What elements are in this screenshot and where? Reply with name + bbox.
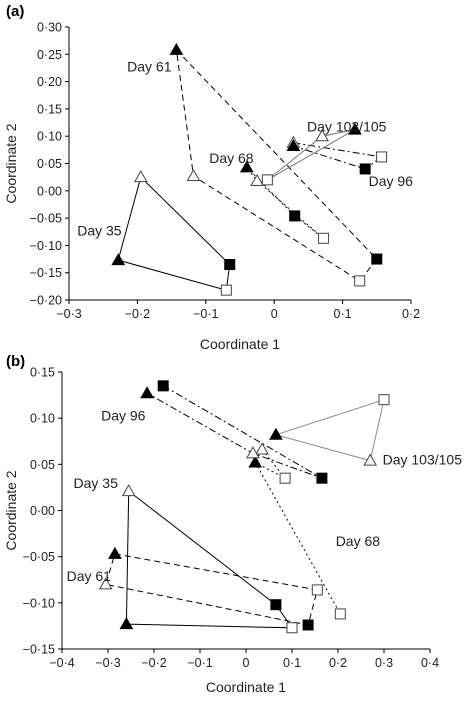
panel-a-series-line (117, 176, 231, 291)
panel-b-point-square-filled (302, 619, 314, 631)
panel-b-x-tick-label: −0·3 (95, 656, 120, 670)
panel-b-x-axis-label: Coordinate 1 (206, 679, 286, 695)
panel-a-point-square-open (220, 284, 232, 296)
panel-b-point-square-filled (316, 472, 328, 484)
panel-b-point-square-open (378, 394, 390, 406)
panel-b-point-triangle-open (121, 484, 136, 497)
panel-a-series-line (267, 129, 356, 181)
panel-b-point-square-open (286, 622, 298, 634)
panel-b-point-triangle-filled (269, 427, 283, 440)
panel-b-series-line (146, 385, 323, 479)
panel-b-point-triangle-open (246, 446, 260, 459)
panel-b-x-tick-label: −0·4 (49, 656, 74, 670)
panel-a-label: (a) (6, 3, 24, 20)
panel-b-point-triangle-filled (248, 455, 263, 468)
panel-b-point-triangle-open (98, 577, 113, 590)
panel-b-point-triangle-open (255, 442, 269, 455)
panel-b-y-tick-label: 0·00 (30, 504, 55, 518)
panel-a-y-tick-label: 0·15 (37, 102, 62, 116)
panel-a-group-label: Day 96 (369, 173, 414, 189)
panel-b-series-line (125, 490, 293, 629)
panel-a-group-label: Day 35 (77, 223, 122, 239)
panel-a-point-triangle-open (186, 169, 201, 182)
panel-a-y-tick-label: 0·20 (37, 75, 62, 89)
panel-a-point-triangle-filled (111, 253, 126, 266)
panel-a-y-tick-label: 0·25 (37, 48, 62, 62)
panel-b-x-tick-label: 0·2 (329, 656, 347, 670)
panel-b-y-tick-label: −0·15 (23, 643, 55, 657)
panel-a-y-tick-label: 0·10 (37, 130, 62, 144)
panel-a-point-triangle-open (315, 129, 329, 142)
panel-a-point-square-filled (371, 253, 383, 265)
panel-a-point-square-open (261, 174, 273, 186)
panel-a-x-tick-label: −0·1 (193, 307, 218, 321)
panel-b-series-line (253, 449, 341, 615)
panel-b-y-tick-label: −0·10 (23, 596, 55, 610)
panel-b-x-tick-label: −0·2 (141, 656, 166, 670)
panel-a-x-tick-label: −0·2 (125, 307, 150, 321)
panel-b-point-square-filled (157, 380, 169, 392)
panel-b-group-label: Day 35 (74, 475, 119, 491)
panel-a-point-square-open (317, 232, 329, 244)
panel-b-point-triangle-filled (119, 617, 134, 630)
panel-b-point-triangle-filled (108, 546, 122, 559)
panel-a-point-square-filled (289, 210, 301, 222)
panel-a-point-triangle-open (250, 173, 264, 186)
panel-a-group-label: Day 61 (127, 58, 172, 74)
panel-a-x-tick-label: 0·2 (402, 307, 420, 321)
panel-a-point-triangle-filled (286, 139, 301, 152)
panel-a-x-tick-label: −0·3 (56, 307, 81, 321)
panel-b-point-triangle-filled (140, 386, 154, 399)
panel-b-x-tick-label: 0·4 (421, 656, 439, 670)
panel-a-y-tick-label: −0·20 (30, 294, 62, 308)
panel-a-point-square-open (354, 275, 366, 287)
panel-a-y-axis-label: Coordinate 2 (3, 123, 19, 203)
panel-a-point-square-filled (224, 259, 236, 271)
panel-b-group-label: Day 68 (336, 533, 381, 549)
panel-a-x-tick-label: 0·1 (334, 307, 352, 321)
panel-a-x-tick-label: 0 (271, 307, 278, 321)
panel-b-y-tick-label: 0·15 (30, 366, 55, 380)
panel-a-y-tick-label: −0·15 (30, 266, 62, 280)
panel-a-point-triangle-open (133, 170, 148, 183)
panel-a: (a) −0·3 −0·2 −0·1 0 0·1 0·2−0·20−0·15−0·10−0… (3, 3, 420, 352)
panel-b-point-triangle-open (363, 453, 378, 466)
panel-b-y-tick-label: 0·05 (30, 458, 55, 472)
panel-a-point-square-open (376, 151, 388, 163)
panel-a-x-axis-label: Coordinate 1 (200, 336, 280, 352)
panel-b-series-line (105, 553, 318, 626)
panel-a-point-triangle-filled (348, 122, 362, 135)
panel-a-point-triangle-filled (169, 42, 184, 55)
panel-a-point-square-filled (359, 163, 371, 175)
panel-b-point-square-open (279, 472, 291, 484)
panel-b-label: (b) (6, 353, 25, 370)
panel-a-series-line (175, 49, 378, 282)
panel-b-x-tick-label: 0·1 (283, 656, 301, 670)
panel-a-y-tick-label: 0·00 (37, 184, 62, 198)
panel-a-y-tick-label: 0·05 (37, 157, 62, 171)
panel-b: (b) −0·4 −0·3 −0·2 −0·1 0 0·1 0·2 0·3 0·4−0·15−0… (3, 353, 462, 695)
panel-a-y-tick-label: −0·10 (30, 239, 62, 253)
panel-b-x-tick-label: −0·1 (187, 656, 212, 670)
panel-a-y-tick-label: 0·30 (37, 21, 62, 35)
panel-a-group-label: Day 68 (209, 150, 254, 166)
panel-b-group-label: Day 103/105 (383, 452, 463, 468)
panel-b-group-label: Day 61 (67, 568, 112, 584)
panel-b-group-label: Day 96 (101, 407, 146, 423)
panel-b-x-tick-label: 0·3 (375, 656, 393, 670)
panel-b-x-tick-label: 0 (243, 656, 250, 670)
panel-b-point-square-open (334, 608, 346, 620)
panel-a-series-line (246, 166, 324, 239)
panel-b-y-axis-label: Coordinate 2 (3, 470, 19, 550)
panel-b-point-square-filled (270, 599, 282, 611)
panel-a-y-tick-label: −0·05 (30, 212, 62, 226)
panel-b-point-square-open (311, 584, 323, 596)
panel-a-group-label: Day 103/105 (307, 118, 387, 134)
panel-b-y-tick-label: 0·10 (30, 412, 55, 426)
panel-b-y-tick-label: −0·05 (23, 550, 55, 564)
panel-a-point-triangle-filled (239, 160, 254, 173)
panel-b-series-line (274, 399, 385, 462)
